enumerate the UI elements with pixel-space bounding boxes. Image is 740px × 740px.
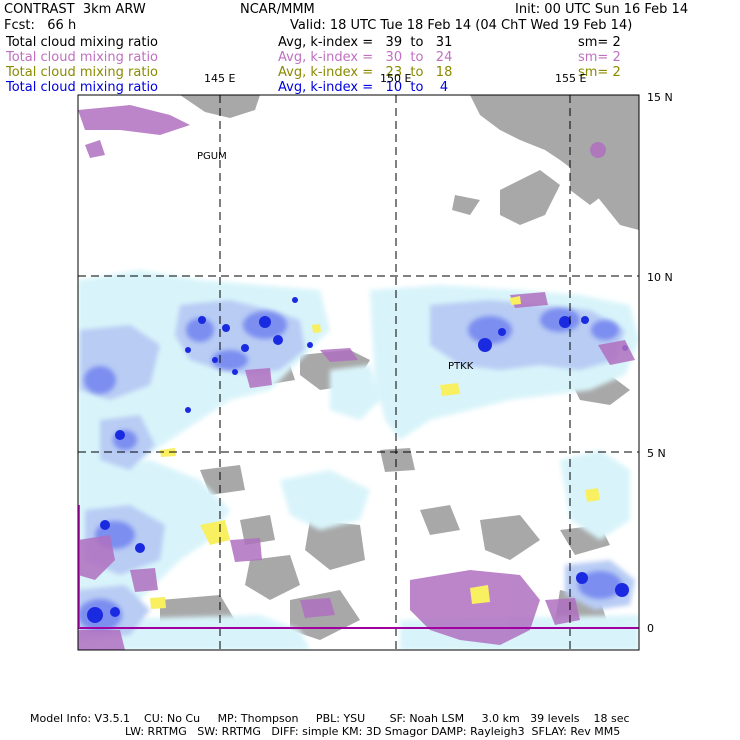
valid-time: Valid: 18 UTC Tue 18 Feb 14 (04 ChT Wed … <box>290 18 633 33</box>
lat-label-15n: 15 N <box>647 91 673 104</box>
footer-model-info: Model Info: V3.5.1 CU: No Cu MP: Thompso… <box>30 712 630 725</box>
purple-cloud-layer <box>78 105 635 650</box>
map-border <box>77 94 640 651</box>
legend-range-3: Avg, k-index = 23 to 18 <box>278 65 453 80</box>
forecast-hour: Fcst: 66 h <box>4 18 77 33</box>
lat-lon-grid <box>78 95 639 650</box>
legend-smooth-1: sm= 2 <box>578 35 621 50</box>
legend-field-2: Total cloud mixing ratio <box>6 50 159 65</box>
footer-physics-info: LW: RRTMG SW: RRTMG DIFF: simple KM: 3D … <box>125 725 621 738</box>
lon-label-155: 155 E <box>555 72 587 85</box>
lat-label-0: 0 <box>647 622 654 635</box>
legend-range-1: Avg, k-index = 39 to 31 <box>278 35 453 50</box>
yellow-cloud-layer <box>150 296 600 609</box>
dark-blue-cloud-cores <box>87 297 629 623</box>
center-name: NCAR/MMM <box>240 2 315 17</box>
init-time: Init: 00 UTC Sun 16 Feb 14 <box>515 2 689 17</box>
lon-label-145: 145 E <box>204 72 236 85</box>
legend-smooth-3: sm= 2 <box>578 65 621 80</box>
legend-field-4: Total cloud mixing ratio <box>6 80 159 95</box>
lat-label-10n: 10 N <box>647 271 673 284</box>
station-pgum: PGUM <box>197 151 227 162</box>
legend-range-4: Avg, k-index = 10 to 4 <box>278 80 449 95</box>
lon-label-150: 150 E <box>380 72 412 85</box>
station-ptkk: PTKK <box>448 361 474 372</box>
legend-smooth-2: sm= 2 <box>578 50 621 65</box>
lat-label-5n: 5 N <box>647 447 666 460</box>
legend-field-1: Total cloud mixing ratio <box>6 35 159 50</box>
legend-field-3: Total cloud mixing ratio <box>6 65 159 80</box>
model-title: CONTRAST 3km ARW <box>4 2 146 17</box>
legend-range-2: Avg, k-index = 30 to 24 <box>278 50 453 65</box>
